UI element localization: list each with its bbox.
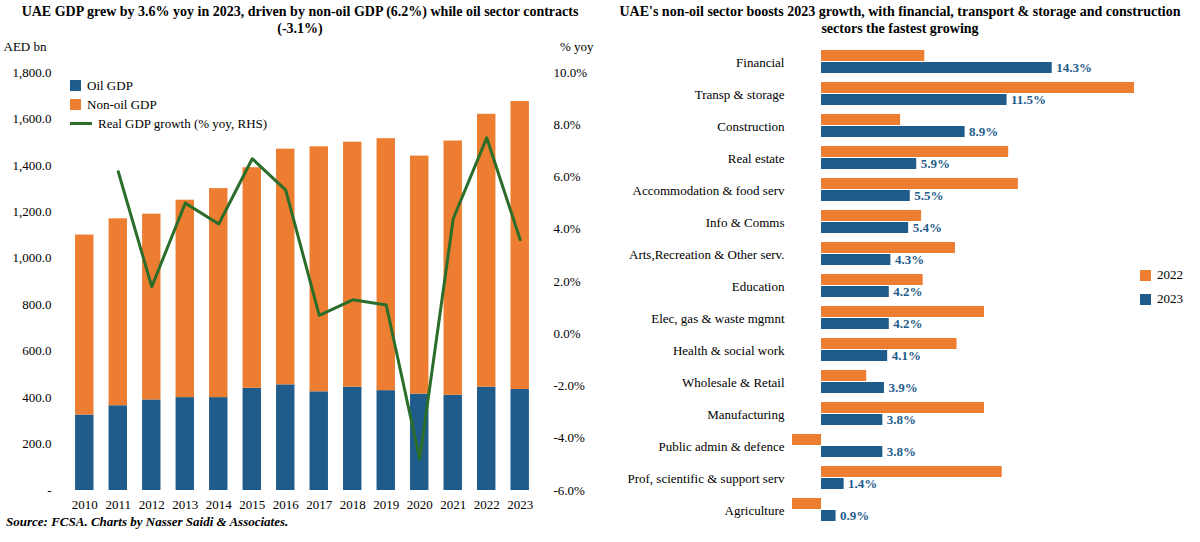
- svg-text:2016: 2016: [273, 497, 300, 512]
- svg-text:5.4%: 5.4%: [913, 220, 942, 235]
- svg-text:2015: 2015: [239, 497, 265, 512]
- svg-text:5.9%: 5.9%: [921, 156, 950, 171]
- svg-text:1.4%: 1.4%: [848, 476, 877, 491]
- svg-text:8.0%: 8.0%: [554, 117, 581, 132]
- svg-text:3.9%: 3.9%: [888, 380, 917, 395]
- svg-text:2018: 2018: [340, 497, 366, 512]
- svg-text:Elec, gas & waste mgmnt: Elec, gas & waste mgmnt: [651, 311, 785, 326]
- svg-text:Public admin & defence: Public admin & defence: [659, 439, 785, 454]
- svg-text:14.3%: 14.3%: [1056, 60, 1092, 75]
- svg-text:6.0%: 6.0%: [554, 169, 581, 184]
- svg-text:800.0: 800.0: [22, 297, 51, 312]
- svg-text:1,800.0: 1,800.0: [13, 65, 52, 80]
- svg-text:2014: 2014: [206, 497, 233, 512]
- svg-text:% yoy: % yoy: [560, 39, 594, 54]
- svg-text:Wholesale & Retail: Wholesale & Retail: [682, 375, 785, 390]
- svg-text:1,000.0: 1,000.0: [13, 250, 52, 265]
- svg-text:Education: Education: [732, 279, 785, 294]
- svg-text:2017: 2017: [306, 497, 333, 512]
- svg-text:2010: 2010: [72, 497, 98, 512]
- svg-text:1,600.0: 1,600.0: [13, 111, 52, 126]
- svg-text:5.5%: 5.5%: [914, 188, 943, 203]
- svg-text:2.0%: 2.0%: [554, 274, 581, 289]
- svg-text:200.0: 200.0: [22, 436, 51, 451]
- svg-text:4.3%: 4.3%: [895, 252, 924, 267]
- svg-text:Manufacturing: Manufacturing: [707, 407, 785, 422]
- svg-text:2023: 2023: [507, 497, 533, 512]
- svg-text:Arts,Recreation & Other serv.: Arts,Recreation & Other serv.: [629, 247, 784, 262]
- svg-text:Accommodation & food serv: Accommodation & food serv: [633, 183, 785, 198]
- svg-text:3.8%: 3.8%: [887, 412, 916, 427]
- svg-text:4.0%: 4.0%: [554, 221, 581, 236]
- svg-text:600.0: 600.0: [22, 343, 51, 358]
- svg-text:-2.0%: -2.0%: [554, 378, 586, 393]
- svg-text:400.0: 400.0: [22, 390, 51, 405]
- html-text:Source: FCSA. Charts by Nasser: Source: FCSA. Charts by Nasser Saidi & A…: [6, 514, 289, 529]
- svg-text:4.1%: 4.1%: [892, 348, 921, 363]
- svg-text:0.0%: 0.0%: [554, 326, 581, 341]
- html-text:UAE's non-oil sector boosts 20: UAE's non-oil sector boosts 2023 growth,…: [619, 4, 1181, 36]
- svg-text:-6.0%: -6.0%: [554, 483, 586, 498]
- svg-text:Prof, scientific & support ser: Prof, scientific & support serv: [627, 471, 785, 486]
- html-text:2022: 2022: [1157, 267, 1183, 282]
- svg-text:2020: 2020: [407, 497, 433, 512]
- svg-text:Real estate: Real estate: [728, 151, 785, 166]
- svg-text:Transp & storage: Transp & storage: [695, 87, 785, 102]
- html-text:UAE GDP grew by 3.6% yoy in 20: UAE GDP grew by 3.6% yoy in 2023, driven…: [21, 4, 579, 36]
- svg-text:2021: 2021: [440, 497, 466, 512]
- html-text:Oil GDP: Oil GDP: [87, 77, 133, 93]
- html-text:Non-oil GDP: Non-oil GDP: [87, 96, 157, 112]
- html-text:2023: 2023: [1157, 291, 1183, 306]
- svg-text:0.9%: 0.9%: [840, 508, 869, 523]
- svg-text:Info & Comms: Info & Comms: [706, 215, 785, 230]
- svg-text:-: -: [47, 483, 51, 498]
- html-text:Real GDP growth (% yoy, RHS): Real GDP growth (% yoy, RHS): [98, 115, 268, 131]
- svg-text:10.0%: 10.0%: [554, 65, 588, 80]
- svg-text:8.9%: 8.9%: [969, 124, 998, 139]
- svg-text:AED bn: AED bn: [4, 39, 47, 54]
- svg-text:4.2%: 4.2%: [893, 284, 922, 299]
- svg-text:Health & social work: Health & social work: [673, 343, 785, 358]
- svg-text:4.2%: 4.2%: [893, 316, 922, 331]
- svg-text:Agriculture: Agriculture: [725, 503, 785, 518]
- svg-text:2019: 2019: [373, 497, 399, 512]
- svg-text:-4.0%: -4.0%: [554, 430, 586, 445]
- svg-text:2013: 2013: [172, 497, 198, 512]
- svg-text:1,400.0: 1,400.0: [13, 158, 52, 173]
- svg-text:11.5%: 11.5%: [1011, 92, 1046, 107]
- svg-text:3.8%: 3.8%: [887, 444, 916, 459]
- svg-text:2022: 2022: [474, 497, 500, 512]
- svg-text:1,200.0: 1,200.0: [13, 204, 52, 219]
- svg-text:2012: 2012: [139, 497, 165, 512]
- svg-text:Construction: Construction: [717, 119, 785, 134]
- svg-text:Financial: Financial: [736, 55, 785, 70]
- svg-text:2011: 2011: [106, 497, 132, 512]
